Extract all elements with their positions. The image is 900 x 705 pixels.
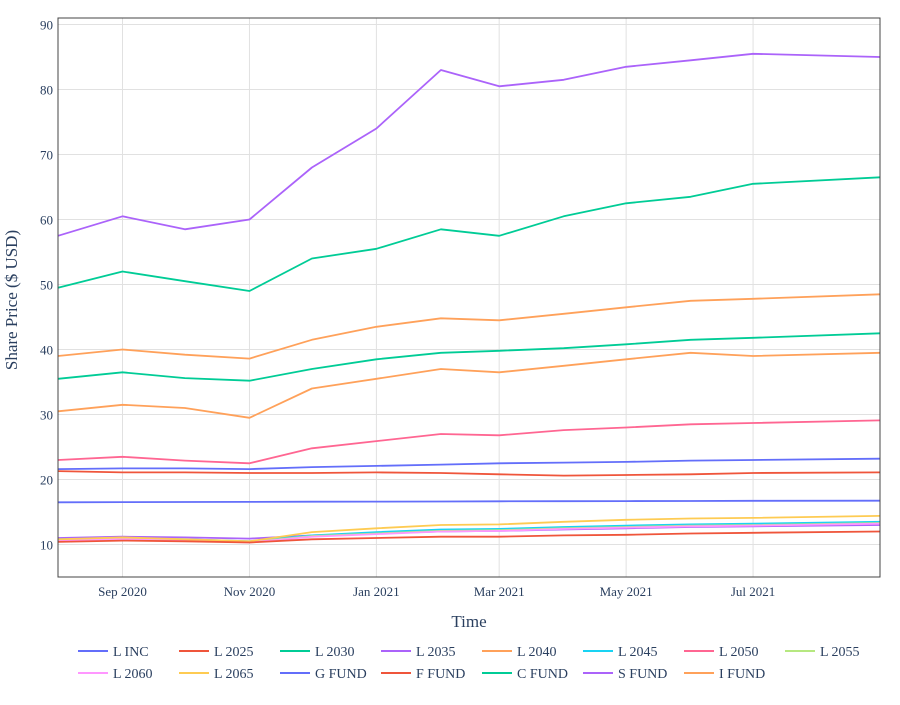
legend-label: L 2035 <box>416 645 456 660</box>
series-layer <box>57 52 881 544</box>
y-tick-label: 60 <box>40 213 53 228</box>
series-line <box>57 457 881 471</box>
legend-label: I FUND <box>719 667 765 682</box>
series-line <box>57 530 881 544</box>
x-tick-label: Jan 2021 <box>353 584 400 599</box>
series-line <box>57 52 881 237</box>
legend-label: L INC <box>113 645 149 660</box>
plot-frame <box>57 17 881 578</box>
series-line <box>57 499 881 504</box>
legend: L INC L 2025 L 2030 L 2035 L 2040 L 2045 L 205… <box>78 645 860 682</box>
series-line <box>57 515 881 543</box>
axis-layer: 10 20 30 40 50 60 70 80 90 Sep 2020 Nov 2020 Jan 20… <box>40 17 881 599</box>
series-line <box>57 419 881 465</box>
legend-label: L 2045 <box>618 645 658 660</box>
y-tick-label: 20 <box>40 473 53 488</box>
series-line <box>57 176 881 292</box>
grid-layer <box>58 18 880 577</box>
x-tick-label: Nov 2020 <box>224 584 276 599</box>
y-tick-label: 40 <box>40 343 53 358</box>
y-tick-label: 70 <box>40 148 53 163</box>
x-axis-title: Time <box>451 612 486 631</box>
series-line <box>57 293 881 360</box>
legend-label: L 2055 <box>820 645 860 660</box>
legend-label: L 2050 <box>719 645 759 660</box>
legend-label: L 2030 <box>315 645 355 660</box>
x-tick-label: Sep 2020 <box>98 584 147 599</box>
y-axis-title: Share Price ($ USD) <box>2 230 21 370</box>
series-line <box>57 470 881 477</box>
x-tick-label: May 2021 <box>600 584 653 599</box>
legend-label: C FUND <box>517 667 568 682</box>
legend-label: L 2040 <box>517 645 557 660</box>
legend-label: L 2025 <box>214 645 254 660</box>
y-tick-label: 10 <box>40 538 53 553</box>
y-tick-label: 30 <box>40 408 53 423</box>
legend-label: L 2060 <box>113 667 153 682</box>
series-line <box>57 332 881 382</box>
legend-label: F FUND <box>416 667 465 682</box>
legend-label: L 2065 <box>214 667 254 682</box>
legend-label: S FUND <box>618 667 667 682</box>
series-line <box>57 351 881 419</box>
y-tick-label: 50 <box>40 278 53 293</box>
x-tick-label: Jul 2021 <box>731 584 775 599</box>
x-tick-label: Mar 2021 <box>474 584 525 599</box>
y-tick-label: 90 <box>40 18 53 33</box>
legend-label: G FUND <box>315 667 367 682</box>
y-tick-label: 80 <box>40 83 53 98</box>
